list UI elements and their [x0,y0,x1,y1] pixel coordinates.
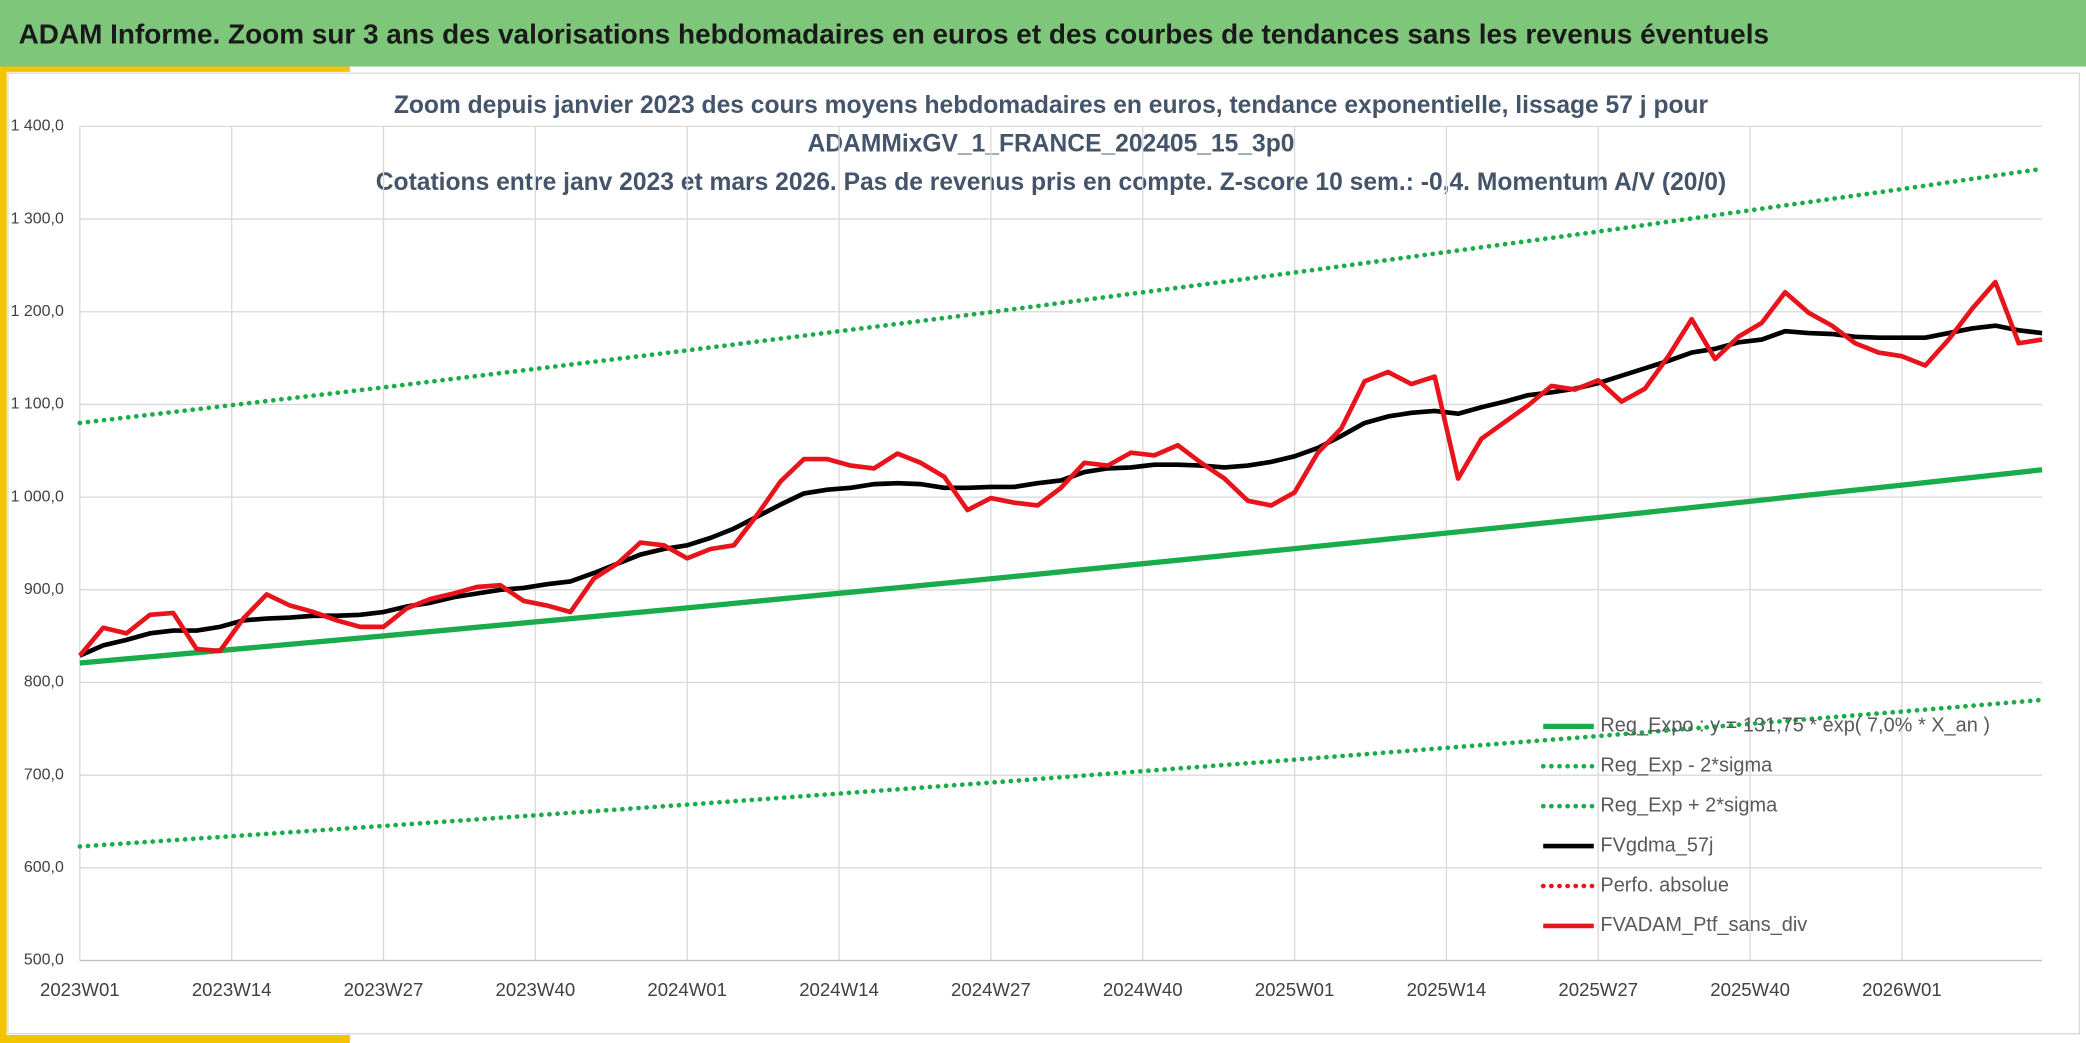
y-tick-label: 500,0 [24,952,64,969]
header-bar [0,0,2086,67]
x-tick-label: 2023W27 [344,979,424,1000]
y-tick-label: 1 400,0 [11,118,64,135]
y-tick-label: 1 100,0 [11,396,64,413]
series-line [77,697,2045,849]
chart-title: Zoom depuis janvier 2023 des cours moyen… [394,92,1709,119]
x-tick-label: 2023W14 [192,979,272,1000]
y-tick-label: 900,0 [24,581,64,598]
legend-label: Reg_Exp + 2*sigma [1600,794,1778,816]
x-tick-label: 2024W01 [647,979,727,1000]
x-tick-label: 2023W40 [496,979,576,1000]
series-line [79,467,2043,666]
y-tick-label: 600,0 [24,859,64,876]
x-tick-label: 2024W27 [951,979,1031,1000]
chart-title: Cotations entre janv 2023 et mars 2026. … [376,169,1726,196]
x-tick-label: 2025W40 [1710,979,1790,1000]
y-tick-label: 1 300,0 [11,210,64,227]
legend-label: FVADAM_Ptf_sans_div [1600,914,1807,936]
series-line [77,166,2045,426]
legend-label: FVgdma_57j [1600,834,1713,856]
series-line [78,279,2043,658]
y-tick-label: 1 000,0 [11,488,64,505]
legend-label: Perfo. absolue [1600,874,1729,896]
y-tick-label: 1 200,0 [11,303,64,320]
x-tick-label: 2025W14 [1407,979,1487,1000]
x-tick-label: 2024W40 [1103,979,1183,1000]
x-tick-label: 2024W14 [799,979,879,1000]
chart-title: ADAMMixGV_1_FRANCE_202405_15_3p0 [808,131,1295,158]
legend-label: Reg_Expo : y = 131,75 * exp( 7,0% * X_an… [1600,715,1990,737]
accent [0,66,7,1043]
header-title: ADAM Informe. Zoom sur 3 ans des valoris… [19,18,1769,49]
accent [0,66,350,72]
chart-frame [7,72,2081,1035]
x-tick-label: 2025W27 [1558,979,1638,1000]
x-tick-label: 2026W01 [1862,979,1942,1000]
accent [0,1035,350,1043]
x-tick-label: 2025W01 [1255,979,1335,1000]
legend-label: Reg_Exp - 2*sigma [1600,755,1773,777]
x-tick-label: 2023W01 [40,979,120,1000]
y-tick-label: 700,0 [24,766,64,783]
y-tick-label: 800,0 [24,674,64,691]
